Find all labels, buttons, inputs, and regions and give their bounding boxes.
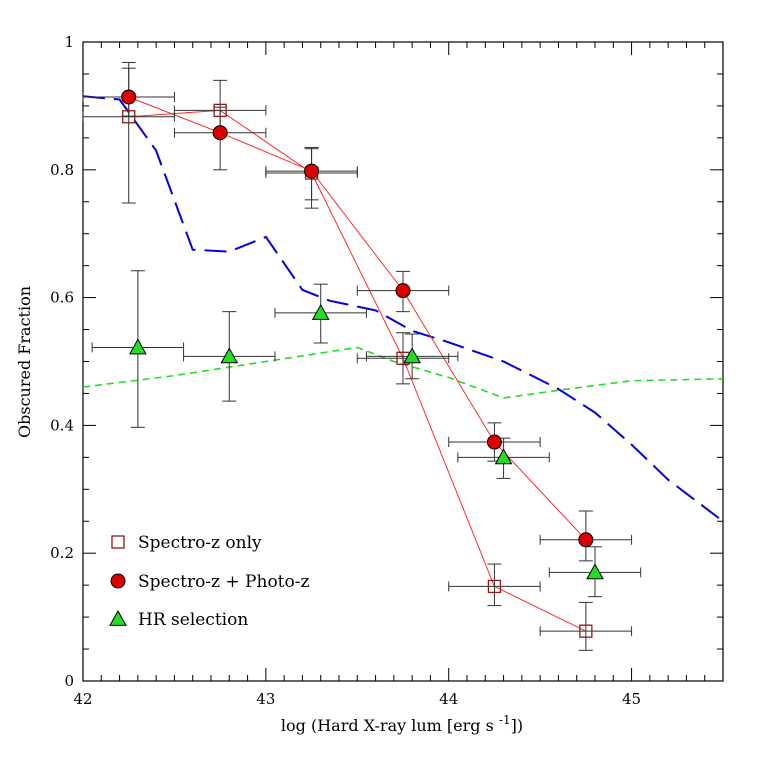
legend-label-2: Spectro-z + Photo-z xyxy=(138,572,309,592)
point-series-2 xyxy=(212,125,228,141)
point-series-2 xyxy=(395,283,411,299)
legend-label-3: HR selection xyxy=(138,610,248,630)
point-series-1 xyxy=(122,110,136,124)
error-bars xyxy=(82,61,642,651)
y-tick-label: 0.2 xyxy=(50,544,74,562)
y-tick-label: 0.8 xyxy=(50,161,74,179)
x-axis-title-end: ]) xyxy=(511,716,523,735)
series-line-1 xyxy=(128,109,587,632)
data-markers xyxy=(121,89,604,638)
model-curve-1 xyxy=(82,95,724,523)
point-series-2 xyxy=(578,532,594,548)
x-tick-label: 42 xyxy=(73,690,92,708)
x-tick-label: 45 xyxy=(622,690,641,708)
point-series-2 xyxy=(121,89,137,105)
y-tick-label: 0 xyxy=(64,672,74,690)
y-tick-label: 0.6 xyxy=(50,289,74,307)
series-line-2 xyxy=(128,96,587,541)
point-series-3 xyxy=(586,563,604,580)
axes: 42 43 44 45 0 0.2 0.4 0.6 0.8 1 xyxy=(50,33,724,708)
point-series-3 xyxy=(129,338,147,355)
legend: Spectro-z only Spectro-z + Photo-z HR sele… xyxy=(109,533,309,630)
model-curves xyxy=(82,95,724,523)
error-bar xyxy=(448,563,541,607)
legend-marker-2 xyxy=(110,573,126,589)
point-series-3 xyxy=(403,347,421,364)
error-bar xyxy=(356,332,450,385)
legend-marker-1 xyxy=(111,535,125,549)
x-tick-label: 43 xyxy=(256,690,275,708)
error-bar xyxy=(82,61,175,204)
x-axis-title-main: log (Hard X-ray lum [erg s xyxy=(281,716,499,735)
y-axis-title: Obscured Fraction xyxy=(15,286,34,438)
legend-label-1: Spectro-z only xyxy=(138,533,262,553)
x-tick-label: 44 xyxy=(439,690,458,708)
point-series-1 xyxy=(487,579,502,594)
error-bar xyxy=(539,601,633,651)
x-axis-title-sup: -1 xyxy=(499,713,511,727)
y-tick-label: 1 xyxy=(64,33,74,51)
point-series-3 xyxy=(311,303,330,320)
series-connector-lines xyxy=(128,96,587,632)
model-curve-2 xyxy=(82,346,724,399)
point-series-3 xyxy=(220,347,239,364)
point-series-2 xyxy=(304,163,320,179)
point-series-3 xyxy=(494,448,513,465)
legend-marker-3 xyxy=(109,609,127,626)
y-tick-label: 0.4 xyxy=(50,416,74,434)
point-series-1 xyxy=(213,103,227,118)
point-series-2 xyxy=(486,434,502,450)
point-series-1 xyxy=(579,624,593,638)
x-axis-title: log (Hard X-ray lum [erg s -1]) xyxy=(281,713,523,735)
